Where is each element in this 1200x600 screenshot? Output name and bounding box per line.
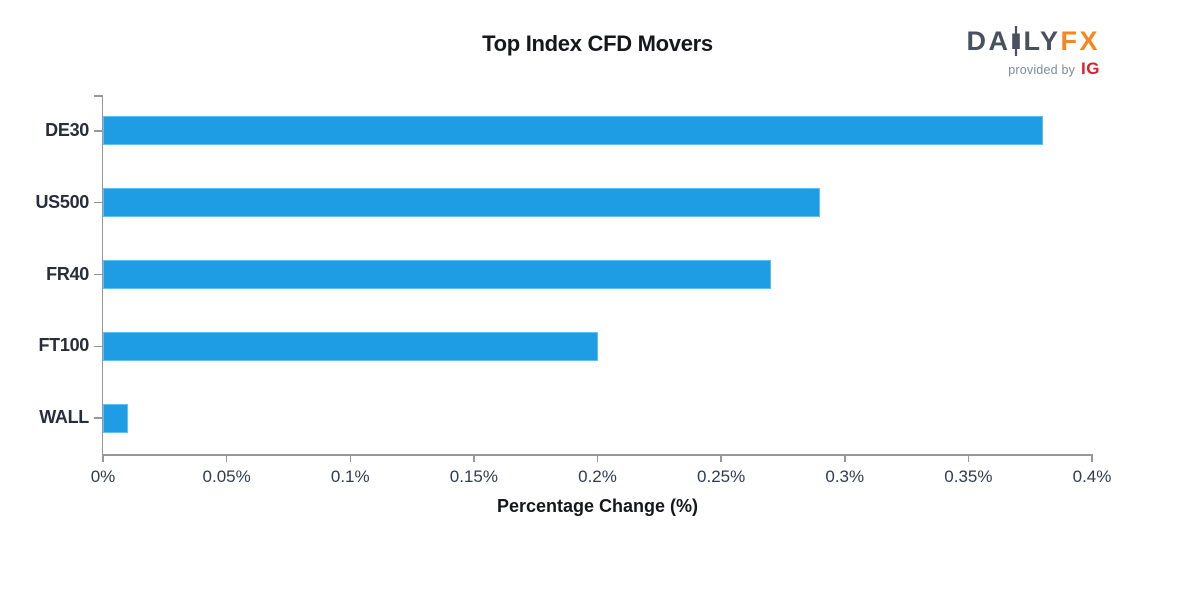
logo-text-fx: FX	[1060, 26, 1100, 56]
ig-logo-text: IG	[1081, 59, 1100, 78]
logo-text-da: DA	[966, 26, 1011, 56]
bar-us500	[103, 188, 821, 218]
y-tick-ft100	[93, 345, 102, 348]
x-tick-label-0.3%: 0.3%	[825, 467, 865, 486]
y-tick-de30	[93, 130, 102, 132]
x-tick-label-0.1%: 0.1%	[330, 467, 370, 486]
x-tick-label-0.4%: 0.4%	[1072, 467, 1112, 486]
x-tick-0.1%	[349, 454, 351, 462]
dailyfx-logo: DA LY FX provided by IG	[966, 26, 1100, 79]
dailyfx-wordmark: DA LY FX	[966, 26, 1100, 56]
x-tick-0.3%	[844, 454, 846, 462]
x-tick-0.05%	[225, 454, 228, 462]
category-label-ft100: FT100	[38, 335, 89, 356]
x-tick-label-0.35%: 0.35%	[944, 467, 993, 486]
bar-fr40	[103, 260, 771, 289]
x-tick-0.4%	[1091, 454, 1093, 462]
x-axis-title: Percentage Change (%)	[496, 496, 699, 516]
x-tick-0.15%	[473, 454, 475, 462]
y-tick-us500	[93, 201, 102, 204]
y-tick-wall	[93, 417, 102, 419]
y-axis-line	[101, 95, 103, 454]
category-label-us500: US500	[35, 191, 89, 212]
bar-ft100	[103, 331, 598, 361]
y-axis-endcap-tick	[93, 95, 102, 97]
logo-text-ly: LY	[1023, 26, 1061, 56]
x-tick-label-0.15%: 0.15%	[449, 467, 498, 486]
y-tick-fr40	[93, 273, 102, 276]
category-label-de30: DE30	[45, 119, 89, 140]
x-tick-label-0.2%: 0.2%	[578, 467, 617, 486]
x-tick-label-0.25%: 0.25%	[697, 467, 746, 486]
x-tick-label-0.05%: 0.05%	[202, 467, 251, 486]
category-label-wall: WALL	[39, 407, 89, 428]
x-tick-0%	[102, 454, 104, 462]
x-tick-0.2%	[596, 454, 599, 462]
candlestick-icon	[1012, 26, 1021, 56]
bar-de30	[103, 116, 1043, 146]
logo-provided-by-line: provided by IG	[966, 59, 1100, 79]
chart-title: Top Index CFD Movers	[482, 31, 713, 56]
category-label-fr40: FR40	[46, 263, 89, 284]
x-tick-0.35%	[967, 454, 970, 462]
bar-wall	[103, 403, 128, 433]
provided-by-text: provided by	[1008, 63, 1076, 77]
x-tick-label-0%: 0%	[90, 467, 116, 486]
x-tick-0.25%	[720, 454, 722, 462]
